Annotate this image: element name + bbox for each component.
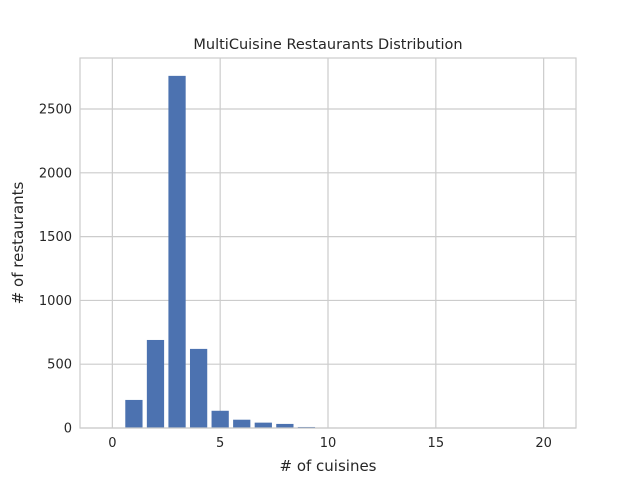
- x-tick-label: 0: [108, 436, 116, 451]
- x-tick-label: 5: [216, 436, 224, 451]
- y-tick-label: 2500: [39, 103, 72, 118]
- y-tick-labels: 0 500 1000 1500 2000 2500: [39, 103, 72, 437]
- y-tick-label: 500: [47, 358, 72, 373]
- bar: [233, 419, 251, 428]
- y-tick-label: 1500: [39, 230, 72, 245]
- x-axis-label: # of cuisines: [279, 457, 376, 475]
- x-tick-label: 10: [320, 436, 337, 451]
- bar: [189, 348, 208, 428]
- bar: [276, 423, 294, 428]
- y-axis-label: # of restaurants: [9, 182, 27, 305]
- bar: [211, 410, 229, 428]
- bar: [254, 422, 272, 428]
- y-tick-label: 2000: [39, 166, 72, 181]
- x-tick-label: 15: [428, 436, 445, 451]
- plot-frame: [79, 57, 577, 429]
- chart-title: MultiCuisine Restaurants Distribution: [193, 37, 462, 53]
- x-tick-labels: 0 5 10 15 20: [108, 436, 552, 451]
- y-tick-label: 1000: [39, 294, 72, 309]
- bar: [168, 75, 186, 429]
- bar: [146, 339, 165, 428]
- bar: [125, 399, 143, 428]
- bars: [125, 75, 553, 429]
- x-tick-label: 20: [535, 436, 552, 451]
- y-tick-label: 0: [64, 422, 72, 437]
